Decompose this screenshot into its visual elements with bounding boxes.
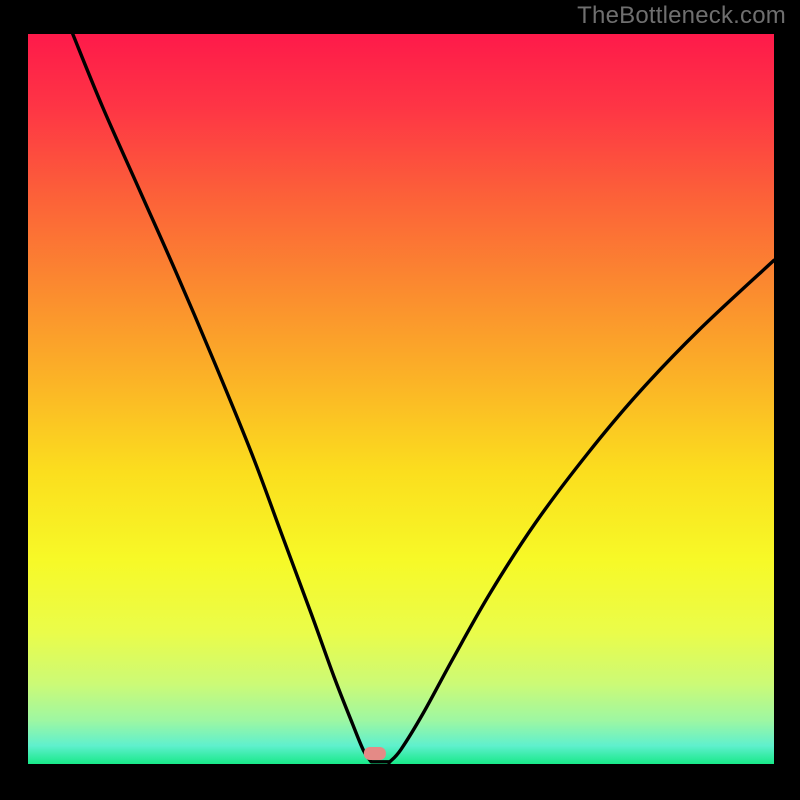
bottleneck-chart [0, 0, 800, 800]
watermark-text: TheBottleneck.com [577, 2, 786, 30]
chart-stage: TheBottleneck.com [0, 0, 800, 800]
plot-background [28, 34, 774, 764]
optimum-marker [364, 747, 386, 760]
